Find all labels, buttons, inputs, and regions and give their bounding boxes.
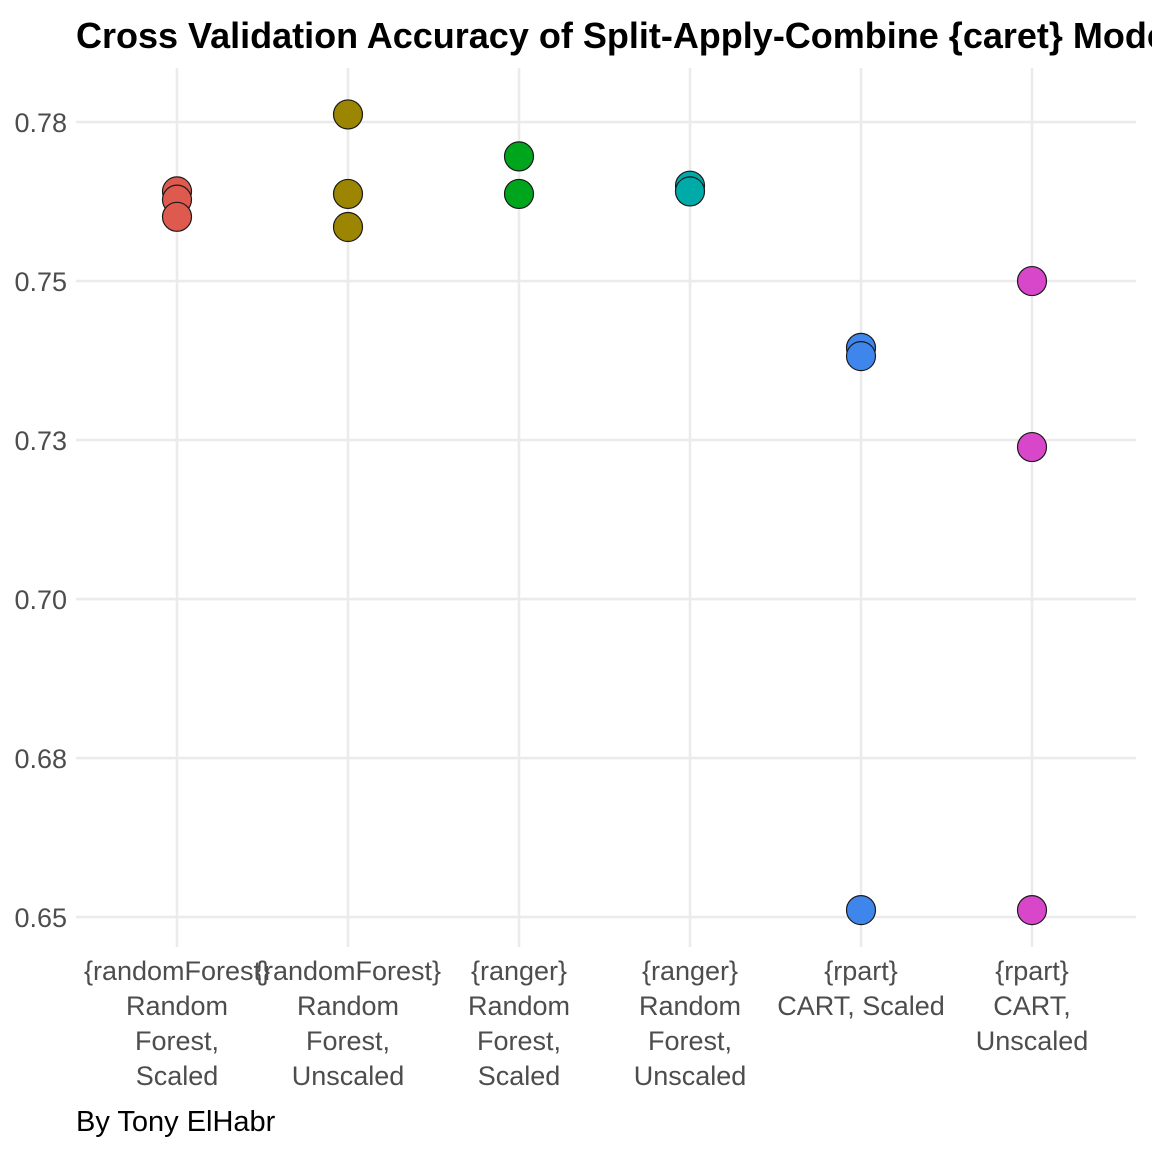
data-point: [332, 211, 364, 243]
y-axis-tick-labels: 0.65 0.68 0.70 0.73 0.75 0.78: [14, 108, 67, 933]
data-point: [1016, 895, 1048, 926]
chart-caption: By Tony ElHabr: [76, 1106, 276, 1138]
x-tick-label-line: Scaled: [136, 1061, 219, 1091]
x-tick-label-line: {ranger}: [642, 956, 738, 986]
x-tick-label: {rpart} CART, Scaled: [777, 956, 945, 1021]
chart-title: Cross Validation Accuracy of Split-Apply…: [76, 15, 1152, 56]
x-tick-label-line: {rpart}: [824, 956, 898, 986]
plot-grid: [76, 68, 1136, 947]
x-tick-label-line: Random: [126, 991, 228, 1021]
data-point: [1016, 265, 1048, 297]
x-tick-label: {randomForest} Random Forest, Scaled: [84, 956, 270, 1091]
y-tick-label: 0.75: [14, 267, 67, 297]
x-axis-tick-labels: {randomForest} Random Forest, Scaled{random…: [84, 956, 1088, 1091]
data-point: [845, 895, 877, 926]
x-tick-label-line: Unscaled: [292, 1061, 405, 1091]
x-tick-label-line: {randomForest}: [255, 956, 441, 986]
x-tick-label-line: Forest,: [477, 1026, 561, 1056]
x-tick-label-line: CART, Scaled: [777, 991, 945, 1021]
data-point: [503, 178, 535, 210]
x-tick-label-line: Unscaled: [634, 1061, 747, 1091]
x-tick-label-line: CART,: [993, 991, 1071, 1021]
x-tick-label: {ranger} Random Forest, Scaled: [468, 956, 570, 1091]
x-tick-label-line: Random: [297, 991, 399, 1021]
x-tick-label-line: Random: [468, 991, 570, 1021]
x-tick-label-line: {rpart}: [995, 956, 1069, 986]
x-tick-label-line: {randomForest}: [84, 956, 270, 986]
data-point: [674, 176, 706, 207]
x-tick-label-line: Forest,: [135, 1026, 219, 1056]
x-tick-label-line: Forest,: [306, 1026, 390, 1056]
y-tick-label: 0.65: [14, 903, 67, 933]
y-tick-label: 0.68: [14, 744, 67, 774]
x-tick-label: {ranger} Random Forest, Unscaled: [634, 956, 747, 1091]
x-tick-label-line: Random: [639, 991, 741, 1021]
y-tick-label: 0.78: [14, 108, 67, 138]
x-tick-label-line: Forest,: [648, 1026, 732, 1056]
y-tick-label: 0.73: [14, 426, 67, 456]
x-tick-label: {rpart} CART, Unscaled: [976, 956, 1089, 1056]
data-points: [161, 99, 1048, 926]
data-point: [1016, 431, 1048, 463]
data-point: [332, 178, 364, 210]
x-tick-label-line: Scaled: [478, 1061, 561, 1091]
data-point: [503, 141, 535, 172]
y-tick-label: 0.70: [14, 585, 67, 615]
x-tick-label-line: Unscaled: [976, 1026, 1089, 1056]
x-tick-label-line: {ranger}: [471, 956, 567, 986]
x-tick-label: {randomForest} Random Forest, Unscaled: [255, 956, 441, 1091]
data-point: [332, 99, 364, 130]
data-point: [845, 341, 877, 372]
data-point: [161, 201, 193, 232]
